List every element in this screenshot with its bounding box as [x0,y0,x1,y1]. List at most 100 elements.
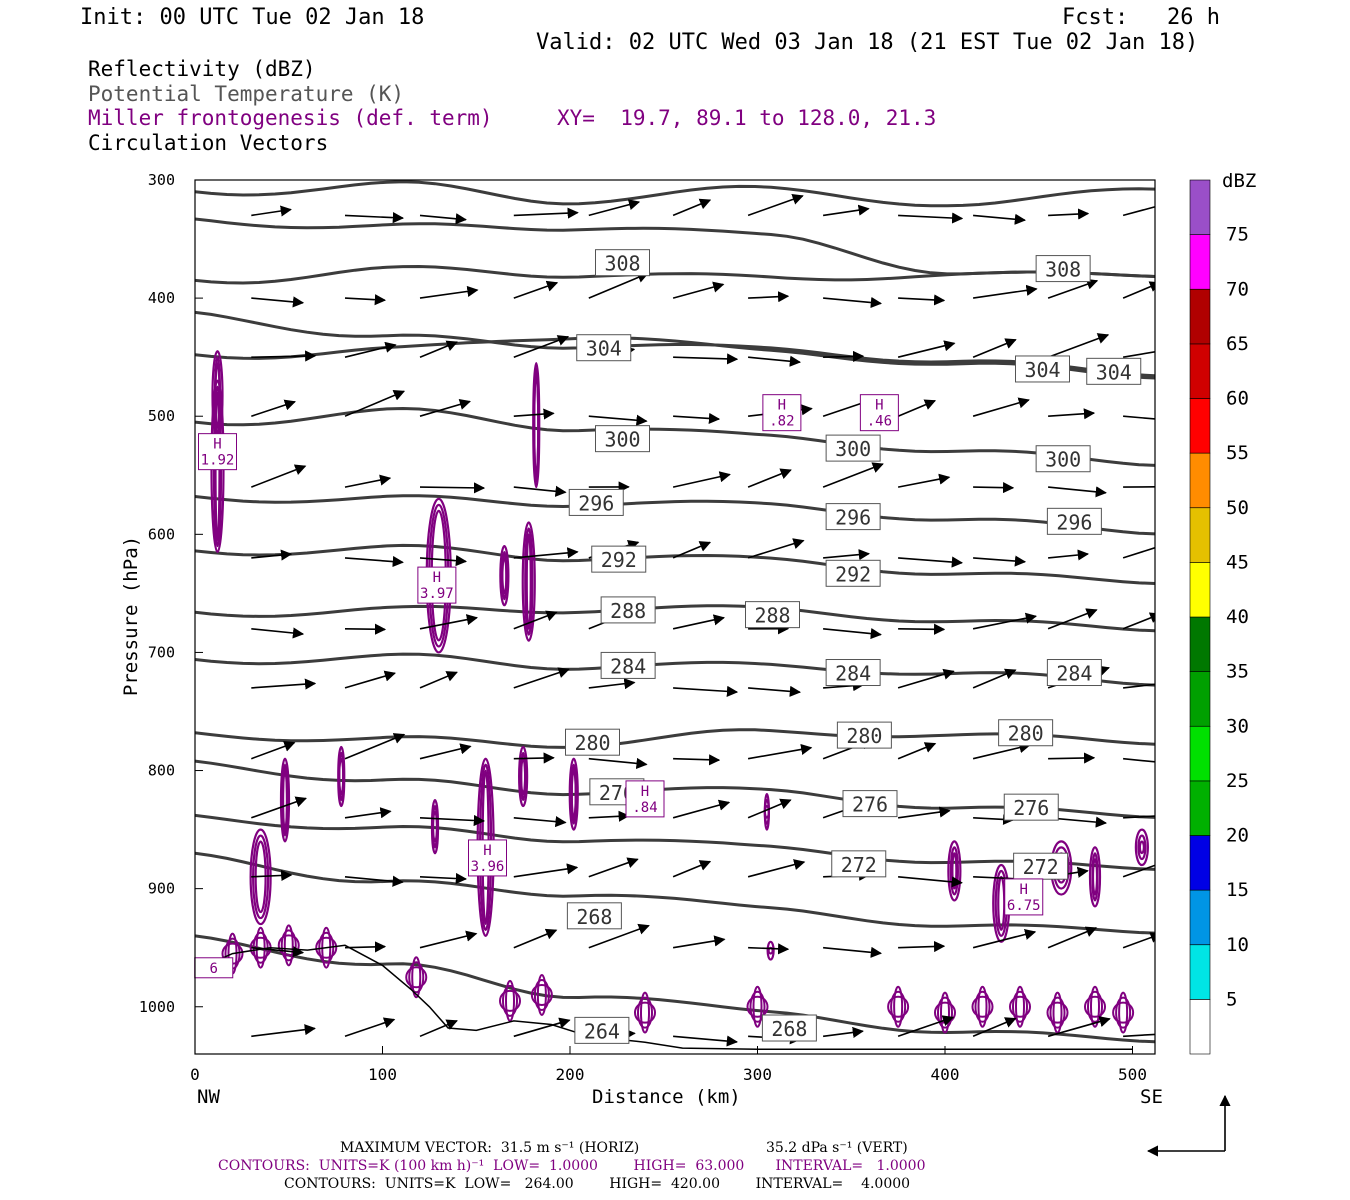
circulation-vector [251,205,292,217]
circulation-vector [419,285,479,299]
theta-line [195,264,1155,285]
fronto-max-label: H.84 [625,780,665,818]
svg-text:H: H [1020,882,1028,898]
circulation-vector [251,946,305,958]
theta-label: 272 [1013,852,1069,880]
fronto-contour [570,769,577,819]
theta-label: 300 [1035,445,1091,473]
circulation-vector [419,814,486,827]
circulation-vector [251,399,296,417]
circulation-vector [251,869,293,882]
colorbar-level: 50 [1226,497,1249,519]
circulation-vector [251,296,305,308]
fronto-contour [283,924,294,967]
svg-text:276: 276 [852,793,888,817]
circulation-vector [747,194,804,217]
colorbar-level: 20 [1226,825,1249,847]
circulation-vector [1047,278,1099,299]
circulation-vector [898,876,963,888]
circulation-vector [823,350,865,363]
fronto-contour [893,985,904,1028]
circulation-vector [1048,486,1107,498]
circulation-vector [251,740,296,760]
theta-label: 276 [1003,793,1059,821]
circulation-vector [1047,333,1110,358]
circulation-vector [747,798,792,819]
circulation-vector [972,338,1017,358]
circulation-vector [344,733,406,760]
circulation-vector [822,204,870,217]
fronto-contour [997,875,1006,931]
circulation-vector [822,1026,864,1039]
x-left-label: NW [197,1086,220,1108]
circulation-vector [822,462,884,488]
fronto-contour [1115,996,1132,1029]
colorbar-swatch [1189,288,1211,345]
x-tick-label: 0 [190,1065,200,1084]
svg-text:288: 288 [610,599,646,623]
circulation-vector [1048,408,1096,420]
svg-text:276: 276 [1013,796,1049,820]
fronto-contour [947,840,962,902]
circulation-vector [972,668,1017,689]
y-tick-label: 900 [148,880,175,898]
svg-text:.82: .82 [769,414,794,430]
fronto-contour [1049,996,1066,1029]
plot-frame [194,179,1156,1055]
fronto-contour [405,966,428,989]
colorbar-swatch [1189,889,1211,945]
circulation-vector [419,614,478,630]
circulation-vector [972,397,1030,417]
svg-text:280: 280 [846,724,882,748]
circulation-vector [748,291,790,303]
theta-label: 296 [825,503,881,531]
circulation-vector [513,610,558,630]
colorbar-swatch [1189,452,1211,509]
circulation-vector [513,816,567,828]
circulation-vector [897,668,955,689]
circulation-vector [672,471,731,488]
svg-text:268: 268 [576,905,612,929]
theta-line [195,180,1155,208]
svg-text:280: 280 [574,731,610,755]
colorbar-level: 30 [1226,715,1249,737]
circulation-vector [344,555,404,568]
circulation-vector [897,1015,955,1038]
circulation-vector [344,807,392,819]
circulation-vector [747,468,792,488]
fronto-contour [277,934,300,957]
colorbar-swatch [1189,562,1211,618]
circulation-vector [1122,612,1155,630]
circulation-vector [419,671,458,689]
circulation-vector [1123,815,1155,819]
colorbar-swatch [1189,616,1211,672]
colorbar-level: 55 [1226,442,1249,464]
fronto-max-label: H.82 [762,394,802,432]
circulation-vector [344,1017,396,1038]
svg-text:308: 308 [1045,258,1081,282]
x-tick-label: 200 [556,1065,585,1084]
fronto-contour [890,990,907,1023]
fronto-contour [937,996,953,1029]
svg-text:268: 268 [771,1017,807,1041]
circulation-vector [344,212,405,224]
circulation-vector [1122,281,1155,299]
circulation-vector [897,399,937,417]
fronto-contour [505,979,515,1022]
svg-text:300: 300 [835,437,871,461]
y-tick-label: 700 [148,643,175,661]
theta-label: 304 [576,334,632,362]
fronto-contour [249,828,272,926]
theta-label: 276 [842,790,898,818]
circulation-vector [513,752,555,764]
circulation-vector [748,355,802,367]
x-tick-label: 400 [931,1065,960,1084]
theta-label: 268 [566,902,622,930]
theta-label: 296 [1046,507,1102,535]
svg-text:288: 288 [754,604,790,628]
circulation-vector [898,294,946,306]
fronto-contour [518,745,529,808]
circulation-vector [588,857,639,878]
fronto-max-label: H3.96 [468,839,507,877]
fronto-contour [338,757,345,796]
